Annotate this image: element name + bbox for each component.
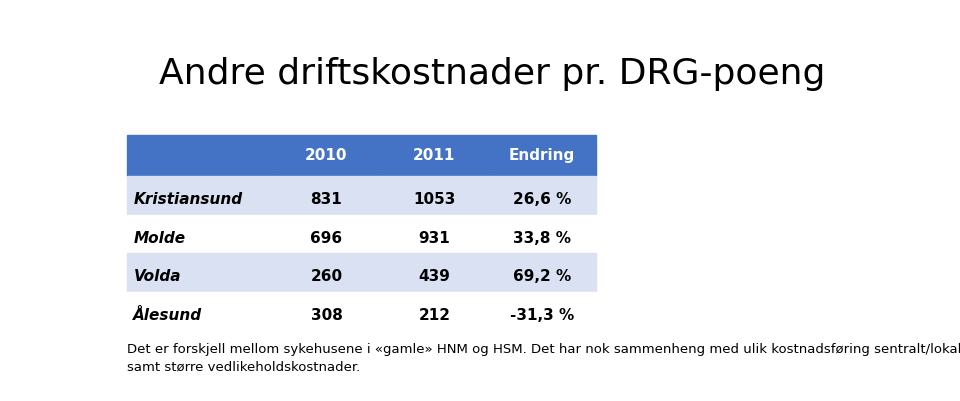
Text: 1053: 1053 — [413, 192, 456, 207]
Text: Det er forskjell mellom sykehusene i «gamle» HNM og HSM. Det har nok sammenheng : Det er forskjell mellom sykehusene i «ga… — [128, 343, 960, 374]
Bar — [489, 253, 596, 292]
Bar — [489, 176, 596, 215]
Bar — [380, 176, 489, 215]
Text: 308: 308 — [310, 308, 343, 323]
Bar — [273, 215, 380, 253]
Bar — [489, 215, 596, 253]
Bar — [380, 135, 489, 176]
Bar — [489, 292, 596, 331]
Text: Endring: Endring — [509, 148, 575, 163]
Text: 69,2 %: 69,2 % — [513, 269, 571, 284]
Bar — [273, 292, 380, 331]
Text: -31,3 %: -31,3 % — [510, 308, 574, 323]
Bar — [380, 215, 489, 253]
Bar — [273, 135, 380, 176]
Bar — [380, 253, 489, 292]
Text: Kristiansund: Kristiansund — [133, 192, 243, 207]
Text: 931: 931 — [419, 231, 450, 246]
Bar — [128, 135, 273, 176]
Bar — [489, 135, 596, 176]
Text: Volda: Volda — [133, 269, 180, 284]
Bar — [273, 176, 380, 215]
Bar — [380, 292, 489, 331]
Bar — [128, 215, 273, 253]
Bar — [128, 253, 273, 292]
Text: 26,6 %: 26,6 % — [513, 192, 571, 207]
Text: Andre driftskostnader pr. DRG-poeng: Andre driftskostnader pr. DRG-poeng — [158, 57, 826, 91]
Text: Molde: Molde — [133, 231, 185, 246]
Text: 2011: 2011 — [413, 148, 456, 163]
Text: 33,8 %: 33,8 % — [514, 231, 571, 246]
Text: 2010: 2010 — [305, 148, 348, 163]
Text: 831: 831 — [311, 192, 343, 207]
Text: 212: 212 — [419, 308, 450, 323]
Text: 439: 439 — [419, 269, 450, 284]
Bar — [128, 292, 273, 331]
Bar — [128, 176, 273, 215]
Bar — [273, 253, 380, 292]
Text: 696: 696 — [310, 231, 343, 246]
Text: 260: 260 — [310, 269, 343, 284]
Text: Ålesund: Ålesund — [133, 308, 203, 323]
